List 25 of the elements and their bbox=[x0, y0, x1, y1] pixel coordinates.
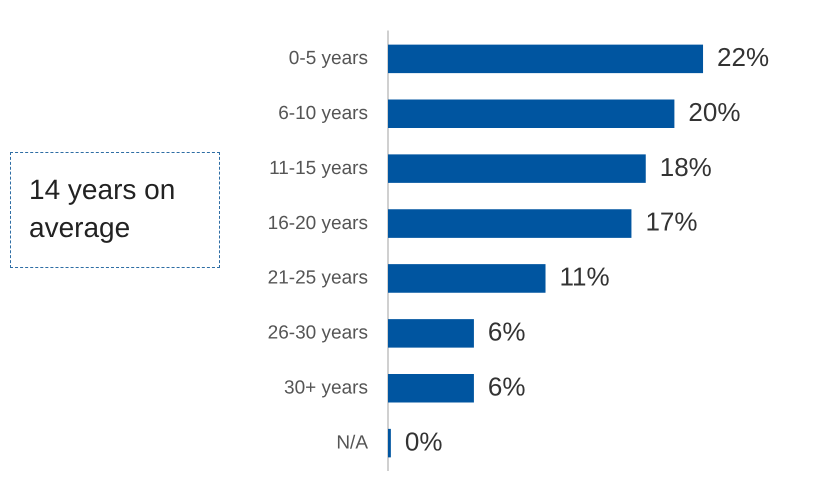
bar bbox=[388, 154, 646, 183]
bar bbox=[388, 209, 632, 238]
data-label: 17% bbox=[645, 206, 698, 237]
bar bbox=[388, 99, 674, 128]
data-label: 6% bbox=[488, 371, 526, 402]
y-tick-label: 0-5 years bbox=[288, 48, 368, 70]
y-tick-label: N/A bbox=[336, 432, 368, 454]
data-label: 0% bbox=[404, 426, 442, 456]
bar bbox=[388, 428, 391, 458]
bar bbox=[388, 319, 474, 348]
y-tick-label: 16-20 years bbox=[268, 212, 368, 234]
bar bbox=[388, 44, 704, 74]
y-tick-label: 21-25 years bbox=[268, 268, 368, 289]
y-tick-label: 26-30 years bbox=[268, 322, 368, 344]
data-label: 11% bbox=[560, 262, 610, 292]
y-tick-label: 30+ years bbox=[284, 377, 368, 398]
bar bbox=[388, 374, 474, 403]
y-tick-label: 11-15 years bbox=[269, 158, 368, 179]
bar bbox=[388, 264, 546, 293]
data-label: 20% bbox=[688, 96, 740, 127]
data-label: 6% bbox=[488, 316, 526, 347]
data-label: 22% bbox=[717, 42, 770, 72]
y-tick-label: 6-10 years bbox=[278, 102, 368, 124]
data-label: 18% bbox=[660, 152, 712, 182]
text: 14 years on average bbox=[10, 152, 220, 268]
